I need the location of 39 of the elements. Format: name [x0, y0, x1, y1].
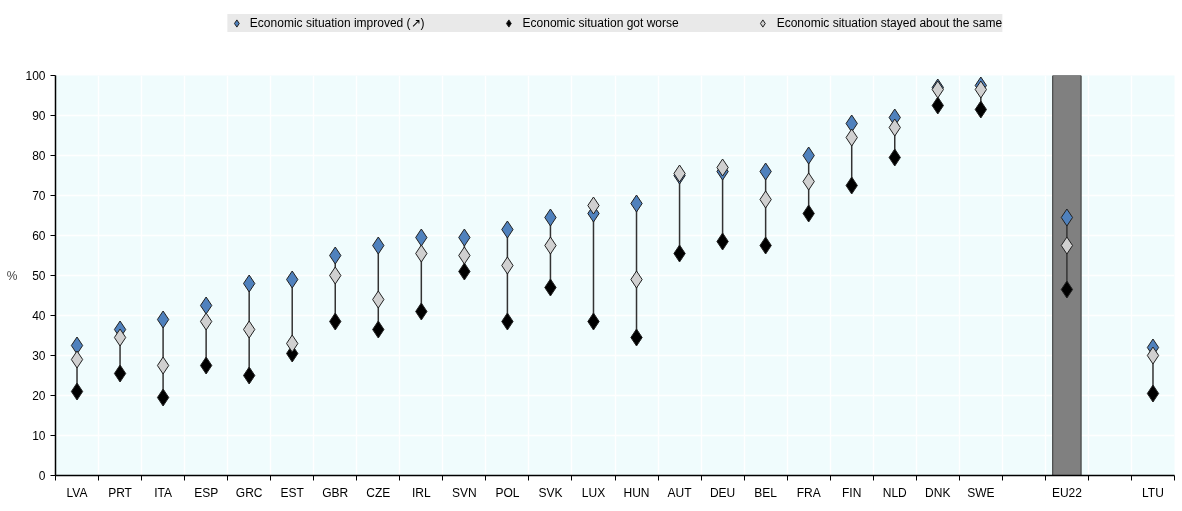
- x-tick-label: ITA: [154, 485, 172, 500]
- y-tick-label: 0: [38, 469, 46, 483]
- x-tick-label: AUT: [667, 485, 693, 500]
- x-tick-label: HUN: [623, 485, 650, 500]
- x-tick-label: SVN: [452, 485, 477, 500]
- y-tick-label: 60: [32, 229, 46, 243]
- x-tick-label: NLD: [882, 485, 908, 500]
- legend-label: Economic situation got worse: [522, 15, 679, 30]
- x-tick-label: EU22: [1051, 485, 1083, 500]
- y-tick-label: 10: [32, 429, 46, 443]
- x-tick-label: POL: [495, 485, 520, 500]
- x-tick-label: GRC: [235, 485, 263, 500]
- y-tick-label: 90: [32, 109, 46, 123]
- x-tick-label: DNK: [925, 485, 951, 500]
- y-tick-label: 70: [32, 189, 46, 203]
- x-tick-label: SWE: [967, 485, 995, 500]
- x-tick-label: EST: [280, 485, 305, 500]
- y-tick-label: 50: [32, 269, 46, 283]
- x-tick-label: BEL: [754, 485, 778, 500]
- x-tick-label: DEU: [709, 485, 736, 500]
- x-tick-label: SVK: [538, 485, 563, 500]
- y-tick-label: 20: [32, 389, 46, 403]
- y-tick-label: 30: [32, 349, 46, 363]
- x-tick-label: PRT: [108, 485, 133, 500]
- x-tick-label: LVA: [66, 485, 88, 500]
- legend-label: Economic situation improved (↗): [249, 15, 425, 30]
- x-tick-label: GBR: [322, 485, 349, 500]
- y-tick-label: 40: [32, 309, 46, 323]
- x-tick-label: CZE: [366, 485, 391, 500]
- x-tick-label: FIN: [842, 485, 862, 500]
- y-tick-label: 80: [32, 149, 46, 163]
- legend-label: Economic situation stayed about the same: [776, 15, 1003, 30]
- x-tick-label: FRA: [796, 485, 821, 500]
- x-tick-label: LTU: [1142, 485, 1164, 500]
- x-tick-label: IRL: [411, 485, 431, 500]
- x-tick-label: ESP: [194, 485, 219, 500]
- y-tick-label: 100: [25, 69, 46, 83]
- x-tick-label: LUX: [581, 485, 606, 500]
- y-axis-title: %: [6, 268, 18, 283]
